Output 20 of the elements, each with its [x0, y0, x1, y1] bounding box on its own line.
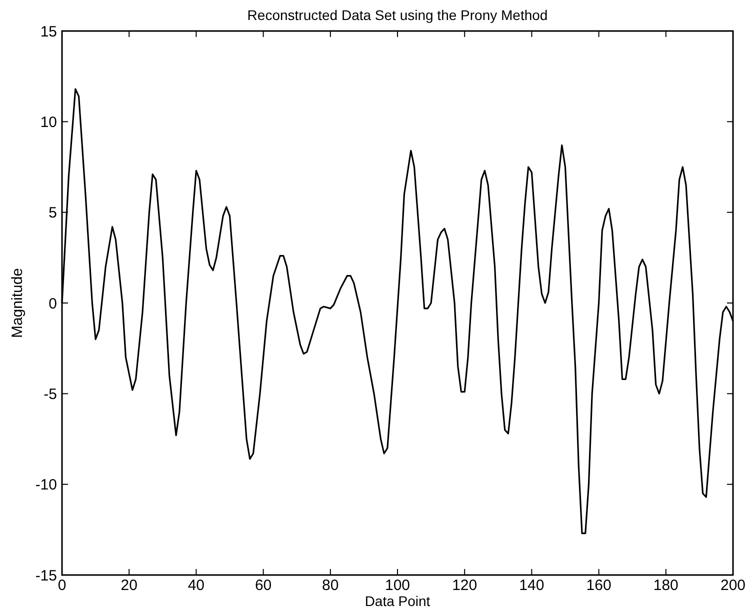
x-tick-label: 100	[384, 577, 410, 594]
x-tick-label: 40	[188, 577, 205, 594]
x-tick-label: 80	[322, 577, 339, 594]
x-tick-label: 160	[586, 577, 612, 594]
y-tick-label: 0	[48, 295, 57, 312]
y-tick-label: 5	[48, 204, 57, 222]
x-tick-label: 20	[120, 577, 138, 594]
y-tick-label: 10	[40, 114, 57, 131]
y-axis-title: Magnitude	[9, 268, 26, 338]
chart-title: Reconstructed Data Set using the Prony Method	[247, 7, 548, 23]
x-tick-label: 60	[254, 577, 272, 594]
y-tick-label: -5	[44, 386, 57, 403]
x-tick-label: 180	[653, 577, 678, 594]
x-axis-title: Data Point	[364, 593, 430, 609]
y-tick-label: -15	[35, 567, 57, 584]
x-tick-label: 200	[720, 577, 746, 594]
y-tick-label: 15	[40, 23, 57, 40]
x-tick-label: 140	[519, 577, 544, 594]
y-tick-label: -10	[35, 476, 57, 494]
x-tick-label: 120	[452, 577, 478, 594]
